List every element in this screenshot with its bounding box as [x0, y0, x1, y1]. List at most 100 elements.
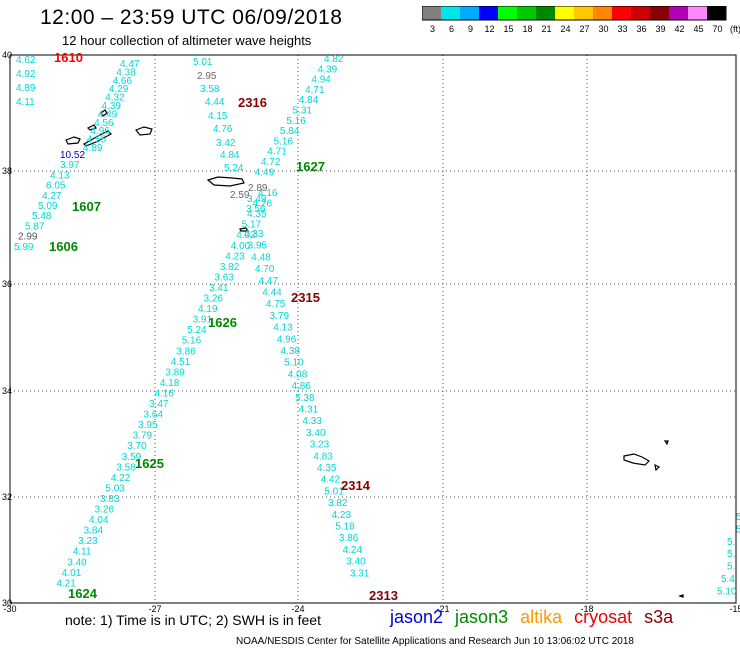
wave-height-value: 4.92: [16, 69, 36, 80]
wave-height-value: 3.86: [176, 346, 196, 357]
color-scale-label: 33: [617, 24, 627, 34]
island-outline: [65, 136, 81, 145]
island-outline: [623, 453, 650, 466]
wave-height-value: 5.84: [280, 126, 300, 137]
color-scale-label: 9: [468, 24, 473, 34]
wave-height-value: 3.23: [310, 440, 330, 451]
track-pass-label: 1624: [68, 586, 98, 601]
color-swatch: [460, 6, 479, 20]
color-scale-label: 15: [503, 24, 513, 34]
color-swatch: [536, 6, 555, 20]
track-pass-label: 1610: [54, 50, 83, 65]
wave-height-value: 5.: [727, 562, 735, 573]
wave-height-value: 3.83: [100, 494, 120, 505]
wave-height-value: 2.89: [248, 183, 268, 194]
color-scale-label: 27: [579, 24, 589, 34]
track-pass-label: 1625: [135, 456, 164, 471]
track-pass-label: 1627: [296, 159, 325, 174]
color-swatch: [631, 6, 650, 20]
wave-height-value: 4.55: [87, 135, 107, 146]
credit-line: NOAA/NESDIS Center for Satellite Applica…: [236, 636, 634, 647]
wave-height-value: 5.: [727, 537, 735, 548]
wave-height-value: 4.62: [16, 55, 36, 66]
island-outline: [83, 130, 112, 147]
longitude-tick-label: -27: [148, 604, 161, 614]
wave-height-value: 5.10: [717, 586, 737, 597]
wave-height-value: 3.86: [339, 533, 359, 544]
track-pass-label: 1607: [72, 199, 101, 214]
wave-height-value: 4.38: [116, 67, 136, 78]
wave-height-value: 4.16: [258, 188, 278, 199]
island-outline: [678, 594, 684, 598]
latitude-tick-label: 38: [2, 166, 12, 176]
wave-height-value: 5.: [727, 549, 735, 560]
track-pass-label: 2316: [238, 95, 267, 110]
color-scale-label: 21: [541, 24, 551, 34]
wave-height-value: 3.84: [84, 526, 104, 537]
wave-height-value: 5.99: [14, 242, 34, 253]
wave-height-value: 4.04: [89, 515, 109, 526]
wave-height-value: 5.16: [286, 116, 306, 127]
wave-height-readings: 4.624.924.894.1110.523.974.136.054.275.0…: [14, 54, 740, 597]
wave-height-value: 3.89: [165, 367, 185, 378]
wave-height-value: 4.84: [299, 95, 319, 106]
wave-height-value: 5: [736, 524, 740, 535]
wave-height-value: 3.97: [60, 160, 80, 171]
wave-height-value: 4.22: [111, 473, 131, 484]
mission-legend: jason2 jason3 altika cryosat s3a: [390, 607, 685, 628]
wave-height-value: 4.96: [277, 334, 297, 345]
longitude-tick-label: -24: [291, 604, 304, 614]
wave-height-value: 5.10: [284, 358, 304, 369]
latitude-tick-label: 30: [2, 598, 12, 608]
wave-height-value: 2.59: [230, 190, 250, 201]
wave-height-value: 4.44: [262, 288, 282, 299]
latitude-tick-label: 32: [2, 492, 12, 502]
graticule: [10, 55, 736, 603]
island-outline: [135, 126, 153, 136]
wave-height-value: 4.35: [317, 463, 337, 474]
color-swatch: [707, 6, 726, 20]
wave-height-value: 10.52: [60, 150, 85, 161]
island-outline: [663, 440, 669, 446]
wave-height-value: 4.70: [255, 264, 275, 275]
longitude-tick-label: -21: [436, 604, 449, 614]
wave-height-value: 5.17: [242, 220, 262, 231]
color-swatch: [498, 6, 517, 20]
map-title: 12:00 – 23:59 UTC 06/09/2018: [40, 6, 343, 29]
wave-height-value: 4.19: [198, 304, 218, 315]
color-scale-legend: 3 6 9 12 15 18 21 24 27 30 33 36 39 42 45 70 (ft): [422, 6, 740, 34]
wave-height-value: 4.44: [205, 97, 225, 108]
wave-height-value: 2.95: [197, 71, 217, 82]
wave-height-value: 3.59: [122, 452, 142, 463]
wave-height-value: 3.58: [116, 462, 136, 473]
wave-height-value: 4.35: [247, 209, 267, 220]
wave-height-value: 5.24: [224, 163, 244, 174]
track-labels: 1610 2316 1627 1607 1606 2315 1626 1625 2314 1624…: [49, 50, 398, 603]
wave-height-value: 4.82: [324, 54, 344, 65]
wave-height-value: 4.39: [102, 101, 122, 112]
color-scale-label: 24: [560, 24, 570, 34]
wave-height-value: 4.51: [171, 357, 191, 368]
wave-height-value: 5.31: [293, 106, 313, 117]
color-scale-label: 45: [693, 24, 703, 34]
wave-height-value: 3.26: [204, 294, 224, 305]
color-swatch: [479, 6, 498, 20]
wave-height-value: 3.58: [200, 84, 220, 95]
track-pass-label: 1626: [208, 315, 237, 330]
island-outline: [86, 124, 97, 131]
wave-height-value: 5.01: [324, 486, 344, 497]
color-swatch: [669, 6, 688, 20]
wave-height-value: 3.40: [67, 557, 87, 568]
wave-height-value: 4.84: [220, 150, 240, 161]
wave-height-value: 4.24: [343, 545, 363, 556]
wave-height-value: 4.27: [42, 191, 62, 202]
color-swatch: [612, 6, 631, 20]
wave-height-value: 3.64: [144, 410, 164, 421]
mission-name: jason3: [455, 607, 509, 627]
mission-name: jason2: [390, 607, 444, 627]
wave-height-value: 3.49: [247, 194, 267, 205]
wave-height-value: 4.72: [261, 157, 281, 168]
wave-height-value: 4.08: [288, 369, 308, 380]
wave-height-value: 3.31: [350, 568, 370, 579]
wave-height-value: 3.91: [193, 315, 213, 326]
